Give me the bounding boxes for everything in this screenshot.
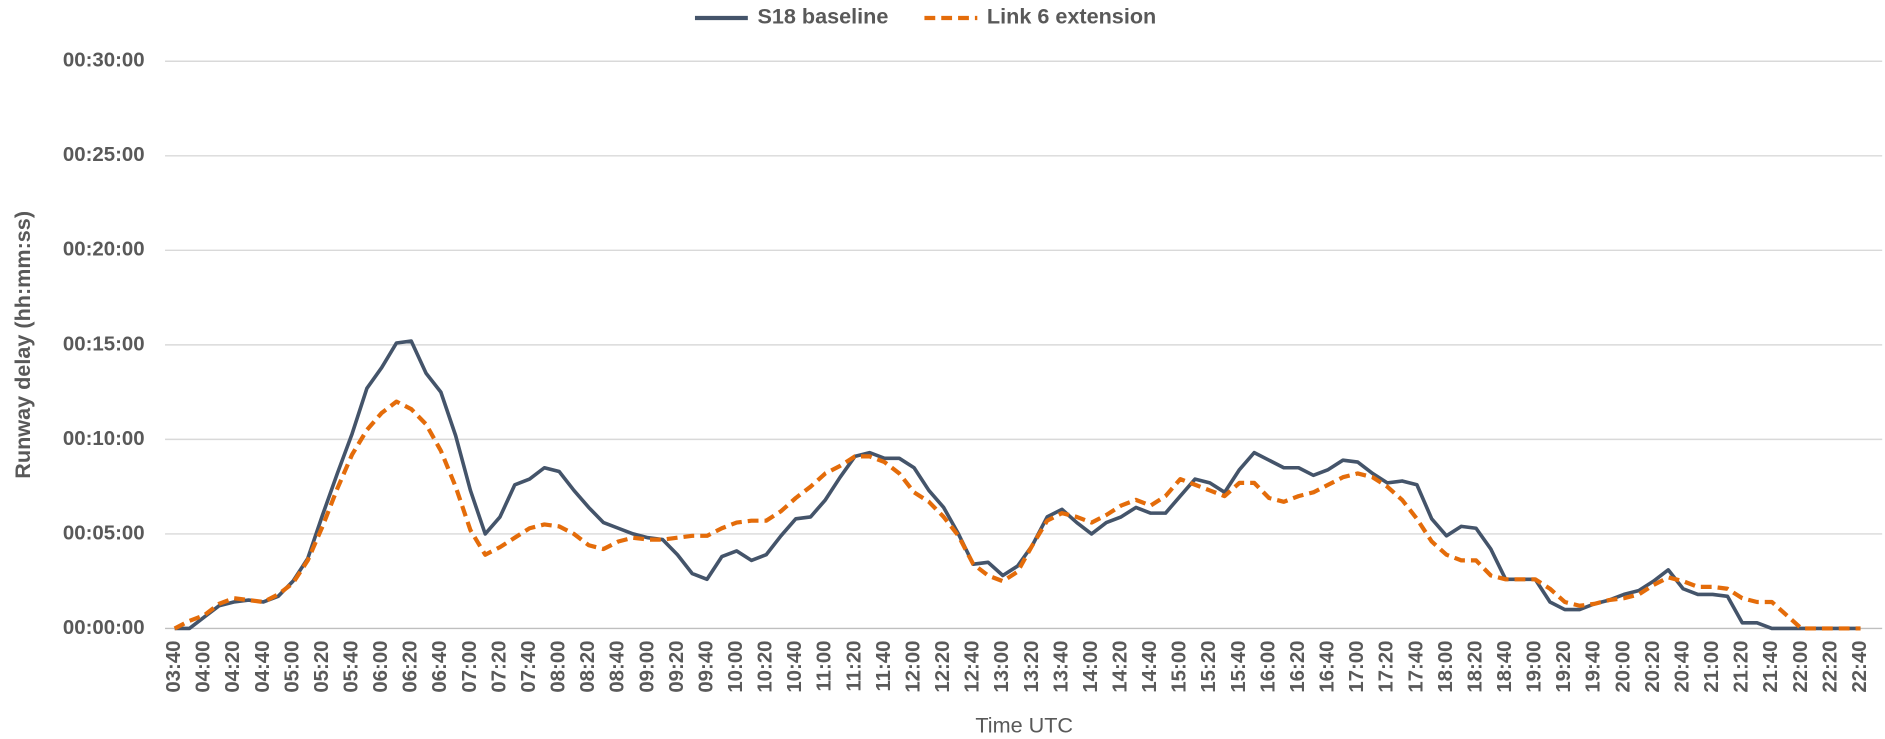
x-tick-label: 16:20 (1287, 640, 1309, 692)
x-tick-label: 10:40 (784, 640, 806, 692)
x-tick-label: 09:20 (666, 640, 688, 692)
x-tick-label: 09:00 (636, 640, 658, 692)
y-tick-label: 00:20:00 (63, 239, 145, 261)
x-tick-label: 22:00 (1790, 640, 1812, 692)
x-tick-label: 21:40 (1760, 640, 1782, 692)
y-tick-label: 00:00:00 (63, 617, 145, 639)
x-tick-label: 11:20 (843, 640, 865, 691)
x-tick-label: 09:40 (695, 640, 717, 692)
x-tick-label: 12:00 (902, 640, 924, 692)
x-tick-label: 13:40 (1050, 640, 1072, 692)
x-tick-label: 15:20 (1198, 640, 1220, 692)
x-tick-label: 14:20 (1110, 640, 1132, 692)
x-tick-label: 03:40 (163, 640, 185, 692)
x-tick-label: 08:20 (577, 640, 599, 692)
x-tick-label: 19:20 (1553, 640, 1575, 692)
y-tick-label: 00:30:00 (63, 50, 145, 72)
x-tick-label: 05:20 (311, 640, 333, 692)
x-tick-label: 21:20 (1731, 640, 1753, 692)
x-tick-label: 17:40 (1405, 640, 1427, 692)
x-tick-label: 12:40 (962, 640, 984, 692)
x-tick-label: 22:20 (1819, 640, 1841, 692)
x-tick-label: 14:00 (1080, 640, 1102, 692)
data-line (174, 339, 1861, 631)
x-tick-label: 07:40 (518, 640, 540, 692)
x-tick-label: 08:40 (607, 640, 629, 692)
x-axis-title: Time UTC (975, 713, 1073, 738)
x-tick-label: 08:00 (548, 640, 570, 692)
legend-label: S18 baseline (757, 4, 888, 29)
x-tick-label: 06:00 (370, 640, 392, 692)
x-tick-label: 18:00 (1435, 640, 1457, 692)
x-tick-label: 06:20 (400, 640, 422, 692)
x-tick-label: 05:40 (341, 640, 363, 692)
x-tick-label: 15:00 (1169, 640, 1191, 692)
y-tick-label: 00:05:00 (63, 522, 145, 544)
x-tick-label: 04:20 (222, 640, 244, 692)
x-tick-label: 05:00 (281, 640, 303, 692)
x-tick-label: 20:00 (1612, 640, 1634, 692)
x-tick-label: 12:20 (932, 640, 954, 692)
x-tick-label: 15:40 (1228, 640, 1250, 692)
x-tick-label: 07:00 (459, 640, 481, 692)
legend-label: Link 6 extension (987, 4, 1156, 29)
x-tick-label: 10:00 (725, 640, 747, 692)
x-tick-label: 21:00 (1701, 640, 1723, 692)
data-line (173, 399, 1861, 631)
x-tick-label: 04:40 (252, 640, 274, 692)
x-tick-label: 20:20 (1642, 640, 1664, 692)
x-tick-label: 13:20 (1021, 640, 1043, 692)
x-tick-label: 10:20 (755, 640, 777, 692)
x-tick-label: 16:00 (1257, 640, 1279, 692)
x-tick-label: 19:40 (1583, 640, 1605, 692)
x-tick-label: 17:20 (1376, 640, 1398, 692)
x-tick-label: 17:00 (1346, 640, 1368, 692)
x-tick-label: 19:00 (1524, 640, 1546, 692)
x-tick-label: 07:20 (488, 640, 510, 692)
y-tick-label: 00:10:00 (63, 428, 145, 450)
x-tick-label: 14:40 (1139, 640, 1161, 692)
y-tick-label: 00:25:00 (63, 144, 145, 166)
x-tick-label: 16:40 (1317, 640, 1339, 692)
x-tick-label: 04:00 (193, 640, 215, 692)
y-tick-label: 00:15:00 (63, 333, 145, 355)
x-tick-label: 18:20 (1464, 640, 1486, 692)
x-tick-label: 18:40 (1494, 640, 1516, 692)
x-tick-label: 22:40 (1849, 640, 1871, 692)
x-tick-label: 11:40 (873, 640, 895, 691)
y-axis-title: Runway delay (hh:mm:ss) (10, 211, 35, 479)
x-tick-label: 20:40 (1671, 640, 1693, 692)
x-tick-label: 13:00 (991, 640, 1013, 692)
x-tick-label: 11:00 (814, 640, 836, 691)
x-tick-label: 06:40 (429, 640, 451, 692)
